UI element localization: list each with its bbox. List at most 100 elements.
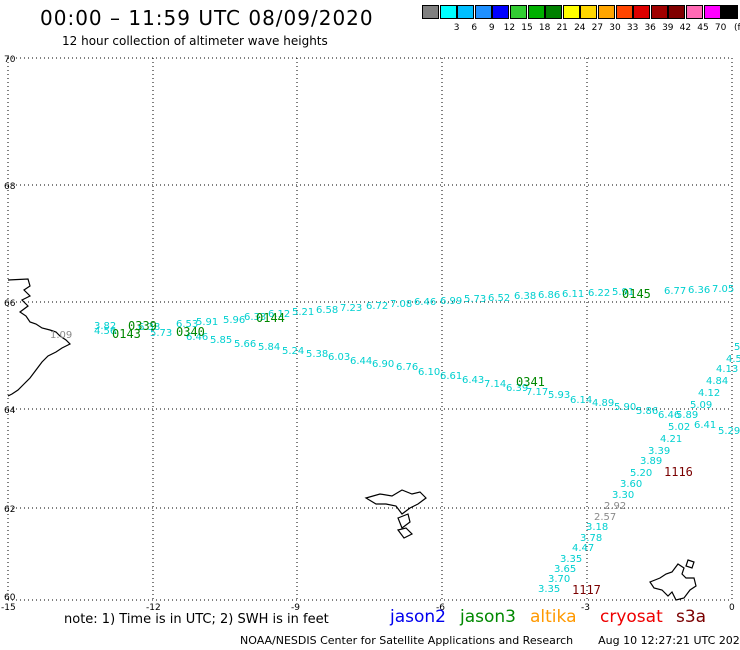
legend-label: 70 (714, 23, 727, 33)
wave-reading: 5.73 (464, 294, 486, 305)
wave-reading: 6.38 (138, 322, 160, 333)
shetland-coastline (649, 559, 697, 601)
wave-reading: 5.84 (258, 342, 280, 353)
legend-swatch (545, 5, 563, 19)
wave-reading: 7.14 (484, 379, 506, 390)
legend-swatch (686, 5, 703, 19)
pass-time-label: 1116 (664, 465, 693, 479)
legend-label: 18 (538, 23, 551, 33)
wave-reading: 3.18 (586, 522, 608, 533)
page-title: 00:00 – 11:59 UTC 08/09/2020 (40, 6, 374, 30)
legend-label: 12 (503, 23, 516, 33)
wave-reading: 5.89 (676, 410, 698, 421)
legend-swatch (721, 5, 739, 19)
wave-reading: 4.5 (726, 354, 740, 365)
pass-time-label: 0143 (112, 327, 141, 341)
legend-swatch (439, 5, 457, 19)
wave-reading: 6.46 (658, 410, 680, 421)
track-middle: 1.09 4.56 5.73 6.46 5.85 5.66 5.84 5.24 … (50, 326, 740, 437)
pass-time-label: 0339 (128, 319, 157, 333)
wave-reading: 6.86 (538, 290, 560, 301)
footer-note: note: 1) Time is in UTC; 2) SWH is in fe… (64, 612, 329, 627)
wave-reading: 3.70 (548, 574, 570, 585)
wave-reading: 5.66 (234, 339, 256, 350)
lat-label-64: 64 (4, 406, 16, 416)
legend-swatch (668, 5, 686, 19)
satellite-s3a: s3a (676, 607, 707, 627)
satellite-jason2: jason2 (390, 607, 446, 627)
wave-reading: 6.38 (514, 291, 536, 302)
wave-reading: 3.30 (612, 490, 634, 501)
wave-reading: 6.14 (570, 395, 592, 406)
satellite-altika: altika (530, 607, 577, 627)
legend-swatch (598, 5, 615, 19)
wave-reading: 3.78 (580, 533, 602, 544)
wave-reading: 5.91 (196, 317, 218, 328)
page-subtitle: 12 hour collection of altimeter wave hei… (62, 34, 328, 48)
legend-label: 30 (609, 23, 621, 33)
wave-reading: 5.91 (612, 287, 634, 298)
faroe-islands-coastline (364, 489, 427, 539)
credit-timestamp: Aug 10 12:27:21 UTC 2020 (598, 634, 740, 647)
wave-reading: 3.39 (648, 446, 670, 457)
legend-label: 9 (488, 23, 495, 33)
wave-reading: 5.86 (636, 406, 658, 417)
wave-reading: 3.65 (554, 564, 576, 575)
wave-reading: 4.56 (94, 326, 116, 337)
lon-label-0: 0 (729, 603, 735, 613)
wave-reading: 5.85 (210, 335, 232, 346)
track-upper: 3.82 6.38 6.53 6.33 (94, 312, 266, 333)
legend-label: 15 (521, 23, 533, 33)
lon-label-minus3: -3 (581, 603, 590, 613)
wave-reading: 4.13 (716, 364, 738, 375)
legend-label: 27 (591, 23, 604, 33)
satellite-jason3: jason3 (460, 607, 516, 627)
wave-reading: 6.10 (418, 367, 440, 378)
legend-swatch (580, 5, 598, 19)
legend-swatch (615, 5, 633, 19)
wave-reading: 6.44 (350, 356, 372, 367)
wave-reading: 6.53 (176, 319, 198, 330)
wave-reading: 6.61 (440, 371, 462, 382)
lon-label-minus15: -15 (1, 603, 16, 613)
wave-reading: 5.24 (282, 346, 304, 357)
wave-reading: 6.39 (506, 383, 528, 394)
iceland-coastline (7, 278, 72, 397)
wave-reading: 6.99 (440, 296, 462, 307)
pass-time-label: 0341 (516, 375, 545, 389)
legend-label: 24 (574, 23, 586, 33)
wave-reading: 5.20 (630, 468, 652, 479)
wave-reading: 4.21 (660, 434, 682, 445)
legend-swatch (422, 5, 439, 19)
track-east: 4.21 5.09 4.12 4.84 4.13 4.5 5 (660, 342, 740, 445)
wave-reading: 4.12 (698, 388, 720, 399)
legend-label: 3 (453, 23, 460, 33)
legend-label: 36 (644, 23, 656, 33)
pass-time-label: 0340 (176, 325, 205, 339)
wave-reading: 6.58 (316, 305, 338, 316)
wave-reading: 4.84 (706, 376, 728, 387)
legend-swatch (510, 5, 527, 19)
legend-swatch (457, 5, 475, 19)
wave-reading: 5 (734, 342, 740, 353)
wave-reading: 3.35 (560, 554, 582, 565)
lat-label-66: 66 (4, 299, 16, 309)
map-grid (7, 57, 733, 601)
legend-swatch (527, 5, 545, 19)
wave-reading: 7.05 (712, 284, 734, 295)
wave-reading: 3.89 (640, 456, 662, 467)
wave-reading: 5.02 (668, 422, 690, 433)
credit-text: NOAA/NESDIS Center for Satellite Applica… (240, 634, 574, 647)
wave-reading: 2.92 (604, 501, 626, 512)
legend-swatch (492, 5, 510, 19)
wave-reading: 5.96 (223, 315, 245, 326)
wave-reading: 6.11 (562, 289, 584, 300)
track-south: 3.39 3.89 5.20 3.60 3.30 2.92 2.57 3.18 … (538, 446, 670, 595)
lat-label-68: 68 (4, 182, 16, 192)
wave-reading: 4.89 (592, 398, 614, 409)
legend-swatch (474, 5, 492, 19)
wave-reading: 3.35 (538, 584, 560, 595)
wave-reading: 6.43 (462, 375, 484, 386)
lat-label-62: 62 (4, 505, 15, 515)
legend-label: 6 (471, 23, 478, 33)
